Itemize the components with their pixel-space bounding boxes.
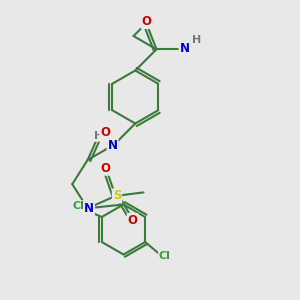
Text: O: O bbox=[142, 15, 152, 28]
Text: O: O bbox=[100, 126, 110, 139]
Text: N: N bbox=[179, 42, 190, 55]
Text: N: N bbox=[84, 202, 94, 215]
Text: O: O bbox=[100, 162, 110, 175]
Text: O: O bbox=[128, 214, 138, 227]
Text: S: S bbox=[113, 189, 121, 203]
Text: Cl: Cl bbox=[72, 201, 84, 211]
Text: H: H bbox=[94, 131, 104, 141]
Text: H: H bbox=[193, 35, 202, 45]
Text: N: N bbox=[108, 139, 118, 152]
Text: Cl: Cl bbox=[159, 251, 171, 261]
